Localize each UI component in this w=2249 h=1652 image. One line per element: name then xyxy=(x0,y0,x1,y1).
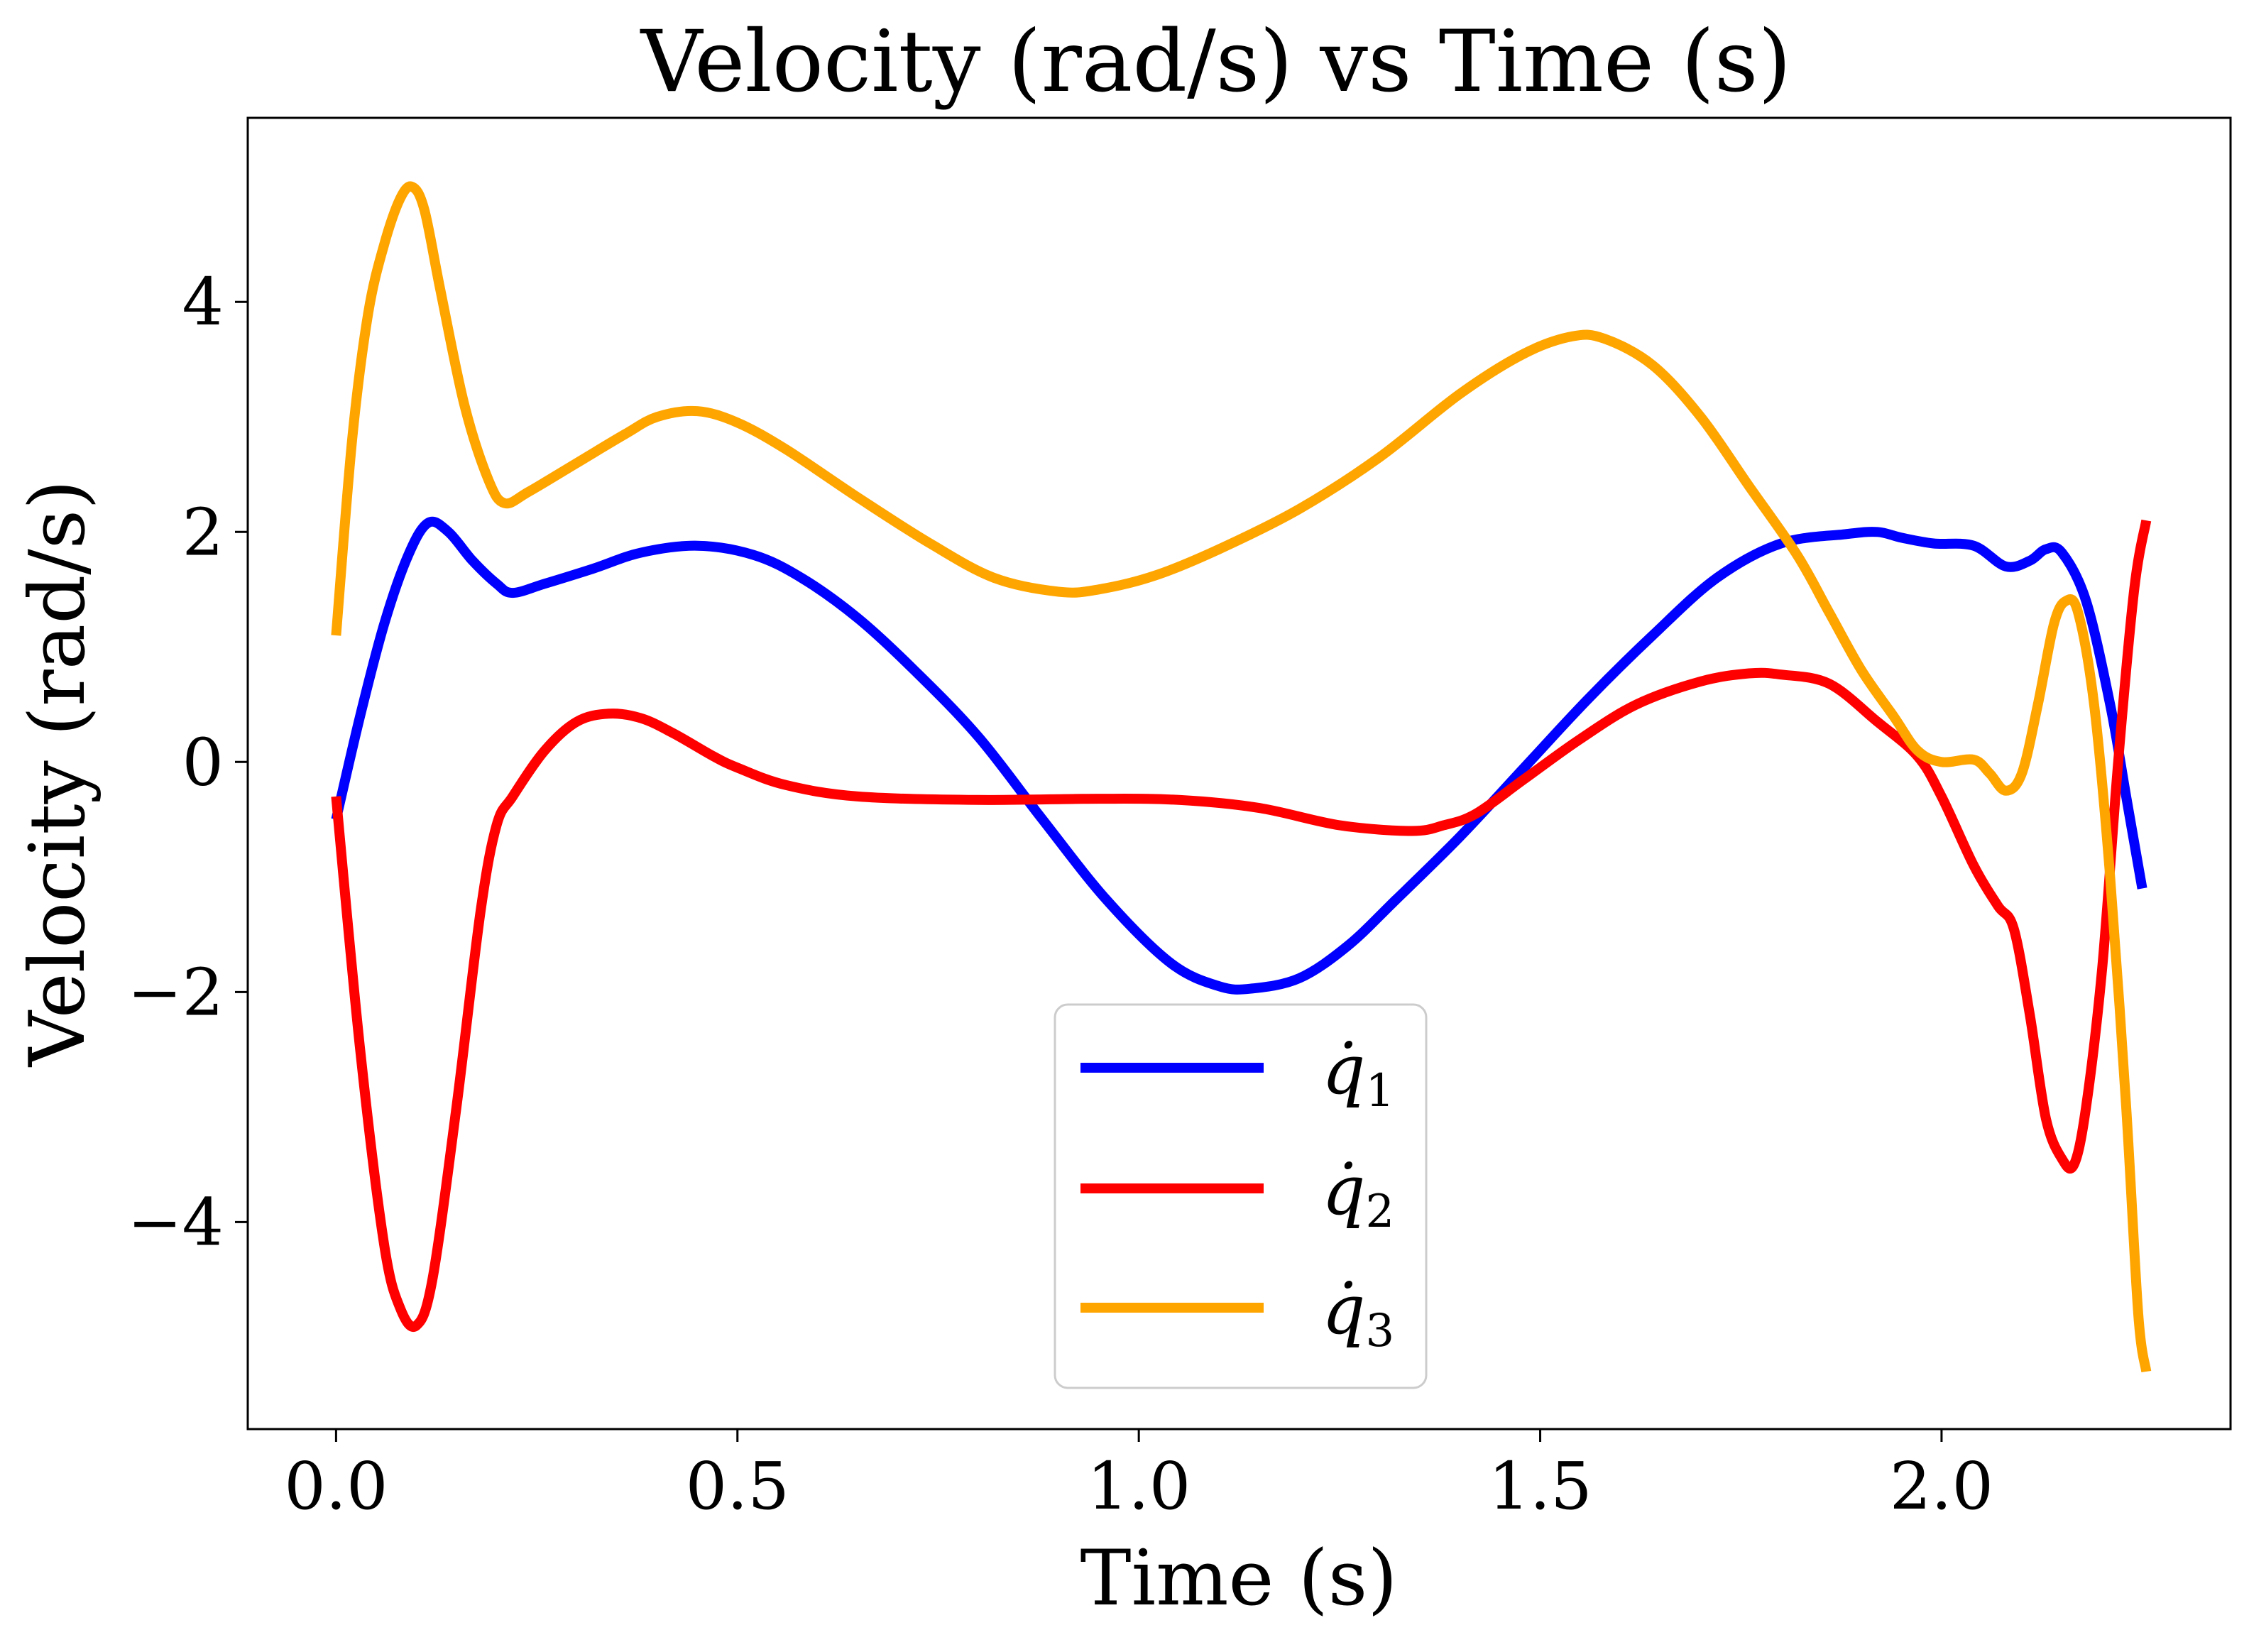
x-axis-label: Time (s) xyxy=(1080,1534,1398,1623)
x-tick-label: 0.0 xyxy=(284,1448,388,1524)
series-line-q3 xyxy=(331,181,2152,1373)
y-tick-label: 4 xyxy=(182,264,224,340)
y-axis: −4 −2 0 2 4 xyxy=(127,264,248,1260)
x-tick-label: 0.5 xyxy=(686,1448,789,1524)
series-line-q2 xyxy=(331,519,2152,1332)
x-axis: 0.0 0.5 1.0 1.5 2.0 xyxy=(284,1429,1993,1524)
legend-box xyxy=(1054,1003,1428,1389)
y-tick-label: 2 xyxy=(182,494,224,570)
y-tick-label: −2 xyxy=(127,954,224,1030)
legend-label-q3: q̇3 xyxy=(1322,1270,1394,1357)
x-tick-label: 1.5 xyxy=(1488,1448,1592,1524)
legend: q̇1 q̇2 q̇3 xyxy=(1054,1003,1428,1389)
series-line-q1 xyxy=(331,516,2147,995)
y-tick-label: −4 xyxy=(127,1184,224,1260)
plot-frame xyxy=(246,116,2232,1431)
legend-label-q2: q̇2 xyxy=(1322,1151,1394,1238)
y-tick-label: 0 xyxy=(182,724,224,800)
y-axis-label: Velocity (rad/s) xyxy=(13,480,102,1068)
chart-title: Velocity (rad/s) vs Time (s) xyxy=(640,13,1792,111)
legend-label-q1: q̇1 xyxy=(1322,1030,1394,1117)
series-lines xyxy=(331,181,2152,1373)
x-tick-label: 2.0 xyxy=(1890,1448,1993,1524)
x-tick-label: 1.0 xyxy=(1087,1448,1191,1524)
